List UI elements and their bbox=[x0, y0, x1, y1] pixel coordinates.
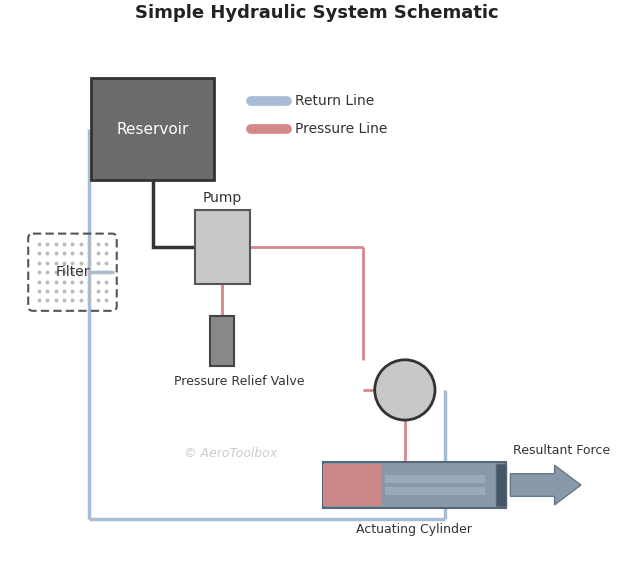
Text: Filter: Filter bbox=[55, 265, 90, 279]
FancyBboxPatch shape bbox=[496, 464, 506, 506]
FancyBboxPatch shape bbox=[323, 462, 506, 508]
Text: Return Line: Return Line bbox=[295, 94, 374, 108]
Text: Actuating Cylinder: Actuating Cylinder bbox=[356, 523, 473, 536]
FancyBboxPatch shape bbox=[385, 474, 485, 483]
FancyBboxPatch shape bbox=[195, 210, 250, 284]
Circle shape bbox=[375, 360, 435, 420]
FancyArrow shape bbox=[510, 465, 581, 505]
Text: Resultant Force: Resultant Force bbox=[513, 444, 611, 457]
Text: © AeroToolbox: © AeroToolbox bbox=[184, 446, 277, 460]
FancyBboxPatch shape bbox=[210, 316, 234, 366]
FancyBboxPatch shape bbox=[385, 487, 485, 496]
Text: Pressure Relief Valve: Pressure Relief Valve bbox=[174, 375, 304, 388]
Text: Pressure Line: Pressure Line bbox=[295, 122, 387, 136]
Text: Reservoir: Reservoir bbox=[116, 121, 189, 136]
Title: Simple Hydraulic System Schematic: Simple Hydraulic System Schematic bbox=[135, 4, 498, 22]
Text: Pump: Pump bbox=[203, 191, 242, 205]
FancyBboxPatch shape bbox=[323, 464, 381, 506]
FancyBboxPatch shape bbox=[91, 79, 214, 180]
